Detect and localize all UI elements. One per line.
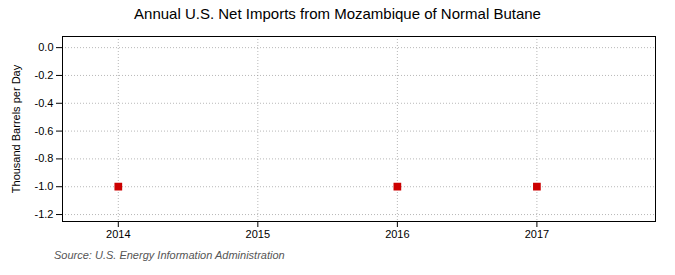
- svg-text:-0.4: -0.4: [35, 97, 54, 109]
- html-text:Annual U.S. Net Imports from M: Annual U.S. Net Imports from Mozambique …: [134, 5, 541, 22]
- svg-text:Thousand Barrels per Day: Thousand Barrels per Day: [10, 64, 22, 193]
- svg-text:-0.6: -0.6: [35, 125, 54, 137]
- svg-text:-1.0: -1.0: [35, 180, 54, 192]
- svg-text:2016: 2016: [385, 228, 409, 240]
- svg-text:2014: 2014: [106, 228, 130, 240]
- svg-text:-0.8: -0.8: [35, 152, 54, 164]
- svg-text:-0.2: -0.2: [35, 69, 54, 81]
- svg-text:2015: 2015: [246, 228, 270, 240]
- svg-text:0.0: 0.0: [38, 41, 53, 53]
- svg-text:2017: 2017: [525, 228, 549, 240]
- svg-text:-1.2: -1.2: [35, 208, 54, 220]
- html-text:Source: U.S. Energy Informatio: Source: U.S. Energy Information Administ…: [54, 249, 285, 261]
